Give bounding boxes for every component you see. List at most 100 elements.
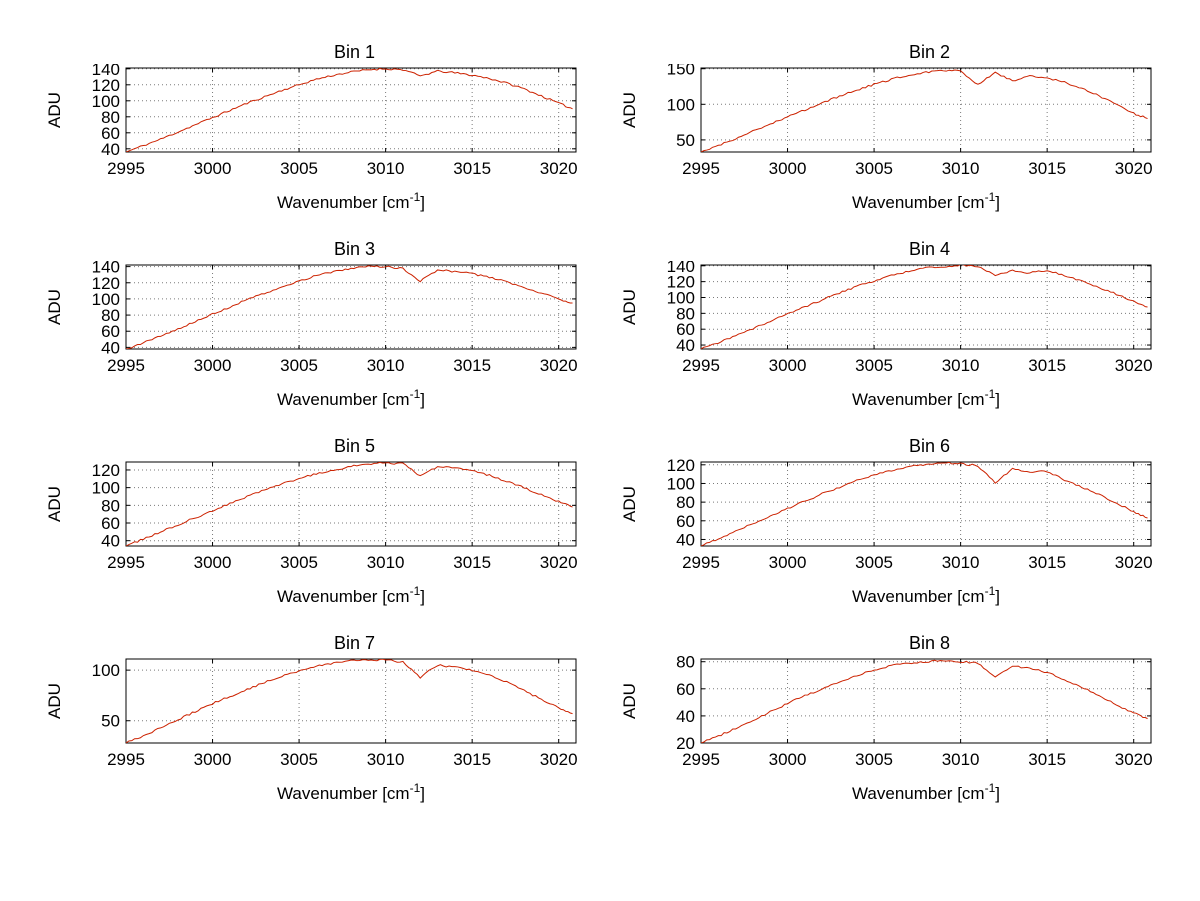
svg-text:3020: 3020 [540, 553, 578, 572]
svg-text:120: 120 [92, 274, 120, 293]
svg-text:2995: 2995 [107, 750, 145, 769]
svg-text:3015: 3015 [1028, 750, 1066, 769]
subplot-bin-8: Bin 8 2995 3000 3005 3010 3015 3020 20 40 60 80 AD… [613, 631, 1170, 828]
svg-text:120: 120 [667, 458, 695, 475]
svg-text:2995: 2995 [682, 553, 720, 572]
svg-text:3010: 3010 [367, 356, 405, 375]
svg-text:100: 100 [92, 661, 120, 680]
svg-text:120: 120 [667, 273, 695, 292]
svg-text:3015: 3015 [1028, 356, 1066, 375]
plot-title: Bin 8 [908, 633, 951, 653]
svg-text:3010: 3010 [942, 159, 980, 178]
svg-text:3005: 3005 [855, 750, 893, 769]
svg-text:3000: 3000 [769, 159, 807, 178]
svg-text:3015: 3015 [453, 750, 491, 769]
svg-text:40: 40 [101, 140, 120, 159]
svg-text:60: 60 [101, 514, 120, 533]
svg-text:140: 140 [667, 261, 695, 276]
svg-text:3020: 3020 [540, 356, 578, 375]
svg-text:Wavenumber [cm-1]: Wavenumber [cm-1] [277, 781, 425, 803]
svg-text:80: 80 [676, 493, 695, 512]
svg-text:3015: 3015 [453, 356, 491, 375]
svg-text:60: 60 [101, 124, 120, 143]
svg-text:3020: 3020 [1115, 750, 1153, 769]
svg-text:3000: 3000 [769, 553, 807, 572]
subplot-bin-7: Bin 7 2995 3000 3005 3010 3015 3020 50 100 ADU Wa… [38, 631, 595, 828]
svg-text:Wavenumber [cm-1]: Wavenumber [cm-1] [852, 781, 1000, 803]
svg-text:40: 40 [101, 532, 120, 551]
svg-text:3020: 3020 [540, 159, 578, 178]
subplot-bin-4: Bin 4 2995 3000 3005 3010 3015 3020 40 60 80 100 1… [613, 237, 1170, 434]
plot-title: Bin 1 [333, 42, 376, 62]
svg-text:40: 40 [676, 707, 695, 726]
svg-text:80: 80 [101, 306, 120, 325]
svg-text:3020: 3020 [540, 750, 578, 769]
svg-text:2995: 2995 [107, 356, 145, 375]
svg-text:ADU: ADU [620, 92, 639, 128]
svg-text:Wavenumber [cm-1]: Wavenumber [cm-1] [852, 584, 1000, 606]
subplot-bin-2: Bin 2 2995 3000 3005 3010 3015 3020 50 100 150 AD… [613, 40, 1170, 237]
svg-text:100: 100 [667, 474, 695, 493]
svg-text:3010: 3010 [942, 356, 980, 375]
plot-title: Bin 2 [908, 42, 951, 62]
svg-text:Wavenumber [cm-1]: Wavenumber [cm-1] [277, 584, 425, 606]
svg-text:40: 40 [676, 336, 695, 355]
plot-canvas-bin-8: 2995 3000 3005 3010 3015 3020 20 40 60 80 ADU Waven… [620, 655, 1153, 803]
svg-text:3000: 3000 [194, 356, 232, 375]
svg-text:3015: 3015 [453, 159, 491, 178]
svg-text:ADU: ADU [45, 289, 64, 325]
svg-text:3010: 3010 [367, 750, 405, 769]
plot-title: Bin 7 [333, 633, 376, 653]
svg-text:ADU: ADU [45, 486, 64, 522]
svg-text:2995: 2995 [107, 553, 145, 572]
svg-text:ADU: ADU [620, 289, 639, 325]
svg-text:50: 50 [101, 712, 120, 731]
svg-text:3015: 3015 [1028, 159, 1066, 178]
svg-text:3020: 3020 [1115, 356, 1153, 375]
svg-text:3015: 3015 [453, 553, 491, 572]
svg-text:ADU: ADU [45, 92, 64, 128]
svg-text:150: 150 [667, 64, 695, 79]
svg-text:3005: 3005 [280, 356, 318, 375]
svg-text:3010: 3010 [367, 159, 405, 178]
subplot-bin-5: Bin 5 2995 3000 3005 3010 3015 3020 40 60 80 100 1… [38, 434, 595, 631]
svg-text:3010: 3010 [942, 750, 980, 769]
svg-text:100: 100 [92, 92, 120, 111]
svg-text:60: 60 [101, 322, 120, 341]
subplot-bin-6: Bin 6 2995 3000 3005 3010 3015 3020 40 60 80 100 1… [613, 434, 1170, 631]
svg-text:2995: 2995 [682, 159, 720, 178]
svg-text:100: 100 [92, 479, 120, 498]
svg-text:140: 140 [92, 261, 120, 277]
svg-text:3010: 3010 [942, 553, 980, 572]
svg-text:100: 100 [92, 290, 120, 309]
subplot-bin-1: Bin 1 2995 3000 3005 3010 3015 3020 40 60 80 100 1… [38, 40, 595, 237]
svg-text:60: 60 [676, 320, 695, 339]
svg-text:Wavenumber [cm-1]: Wavenumber [cm-1] [277, 387, 425, 409]
svg-text:80: 80 [676, 655, 695, 672]
plot-canvas-bin-2: 2995 3000 3005 3010 3015 3020 50 100 150 ADU Waven… [620, 64, 1153, 212]
svg-text:100: 100 [667, 95, 695, 114]
svg-text:120: 120 [92, 461, 120, 480]
svg-text:3005: 3005 [855, 356, 893, 375]
svg-text:Wavenumber [cm-1]: Wavenumber [cm-1] [852, 387, 1000, 409]
subplot-bin-3: Bin 3 2995 3000 3005 3010 3015 3020 40 60 80 100 1… [38, 237, 595, 434]
svg-text:60: 60 [676, 512, 695, 531]
svg-text:40: 40 [101, 338, 120, 357]
svg-text:120: 120 [92, 76, 120, 95]
svg-text:ADU: ADU [620, 486, 639, 522]
plot-canvas-bin-7: 2995 3000 3005 3010 3015 3020 50 100 ADU Wavenumb… [45, 658, 578, 803]
svg-text:50: 50 [676, 131, 695, 150]
svg-text:100: 100 [667, 288, 695, 307]
svg-text:80: 80 [101, 496, 120, 515]
svg-text:80: 80 [101, 108, 120, 127]
svg-text:60: 60 [676, 680, 695, 699]
svg-text:80: 80 [676, 304, 695, 323]
plot-title: Bin 5 [333, 436, 376, 456]
svg-text:3000: 3000 [194, 159, 232, 178]
svg-text:40: 40 [676, 530, 695, 549]
svg-text:2995: 2995 [682, 356, 720, 375]
